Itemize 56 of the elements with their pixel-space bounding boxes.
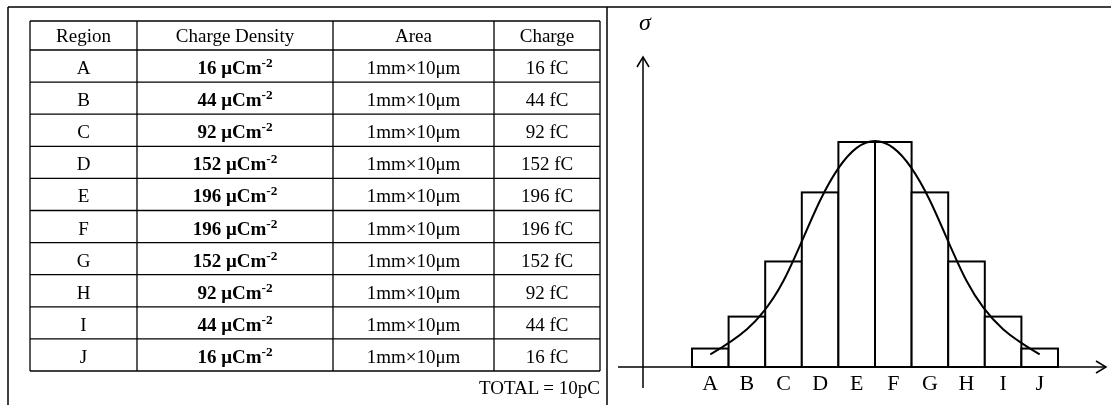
text: 152 fC	[520, 249, 574, 271]
text: 16 μCm$^{-2}$	[197, 343, 273, 367]
text: 44 μCm$^{-2}$	[197, 311, 273, 335]
category-label: E	[77, 185, 90, 207]
text: 1mm×10μm	[366, 313, 461, 335]
text: 1mm×10μm	[366, 89, 461, 111]
text: 92 μCm$^{-2}$	[197, 279, 273, 303]
text: 92 fC	[525, 121, 569, 143]
text: Region	[56, 25, 112, 46]
category-label: H	[76, 281, 91, 303]
category-label: D	[76, 153, 91, 175]
text: 1mm×10μm	[366, 281, 461, 303]
text: 16 fC	[525, 345, 569, 367]
category-label: C	[77, 121, 90, 143]
text: 152 μCm$^{-2}$	[192, 247, 278, 271]
text: 16 μCm$^{-2}$	[197, 54, 273, 78]
text: 44 fC	[525, 89, 569, 111]
category-label: A	[76, 57, 91, 78]
y-axis-title: σ	[639, 9, 653, 35]
x-tick-label: I	[999, 369, 1007, 395]
text: 44 fC	[525, 313, 569, 335]
x-tick-label: B	[739, 369, 755, 395]
category-label: G	[76, 249, 91, 271]
category-label: I	[80, 313, 87, 335]
x-tick-label: E	[849, 369, 864, 395]
x-tick-label: J	[1035, 369, 1045, 395]
text: 1mm×10μm	[366, 121, 461, 143]
category-label: F	[78, 217, 89, 239]
text: 196 fC	[520, 185, 574, 207]
text: 196 fC	[520, 217, 574, 239]
text: 1mm×10μm	[366, 345, 461, 367]
text: 44 μCm$^{-2}$	[197, 86, 273, 111]
category-label: J	[79, 345, 88, 367]
text: 92 fC	[525, 281, 569, 303]
text: 1mm×10μm	[366, 249, 461, 271]
text: 152 fC	[520, 153, 574, 175]
x-tick-label: A	[702, 369, 719, 395]
text: 1mm×10μm	[366, 153, 461, 175]
x-tick-label: D	[812, 369, 829, 395]
text: 196 μCm$^{-2}$	[192, 182, 278, 207]
category-label: B	[77, 89, 90, 111]
x-tick-label: G	[921, 369, 938, 395]
x-tick-label: F	[887, 369, 900, 395]
text: Area	[395, 25, 433, 46]
text: 196 μCm$^{-2}$	[192, 215, 278, 239]
x-tick-label: C	[776, 369, 791, 395]
x-tick-label: H	[958, 369, 975, 395]
text: Charge Density	[175, 25, 295, 46]
text: 92 μCm$^{-2}$	[197, 118, 273, 143]
text: 16 fC	[525, 57, 569, 78]
text: 1mm×10μm	[366, 217, 461, 239]
text: 152 μCm$^{-2}$	[192, 150, 278, 175]
text: 1mm×10μm	[366, 57, 461, 78]
text: Charge	[519, 25, 575, 46]
text: TOTAL = 10pC	[478, 377, 600, 398]
text: 1mm×10μm	[366, 185, 461, 207]
